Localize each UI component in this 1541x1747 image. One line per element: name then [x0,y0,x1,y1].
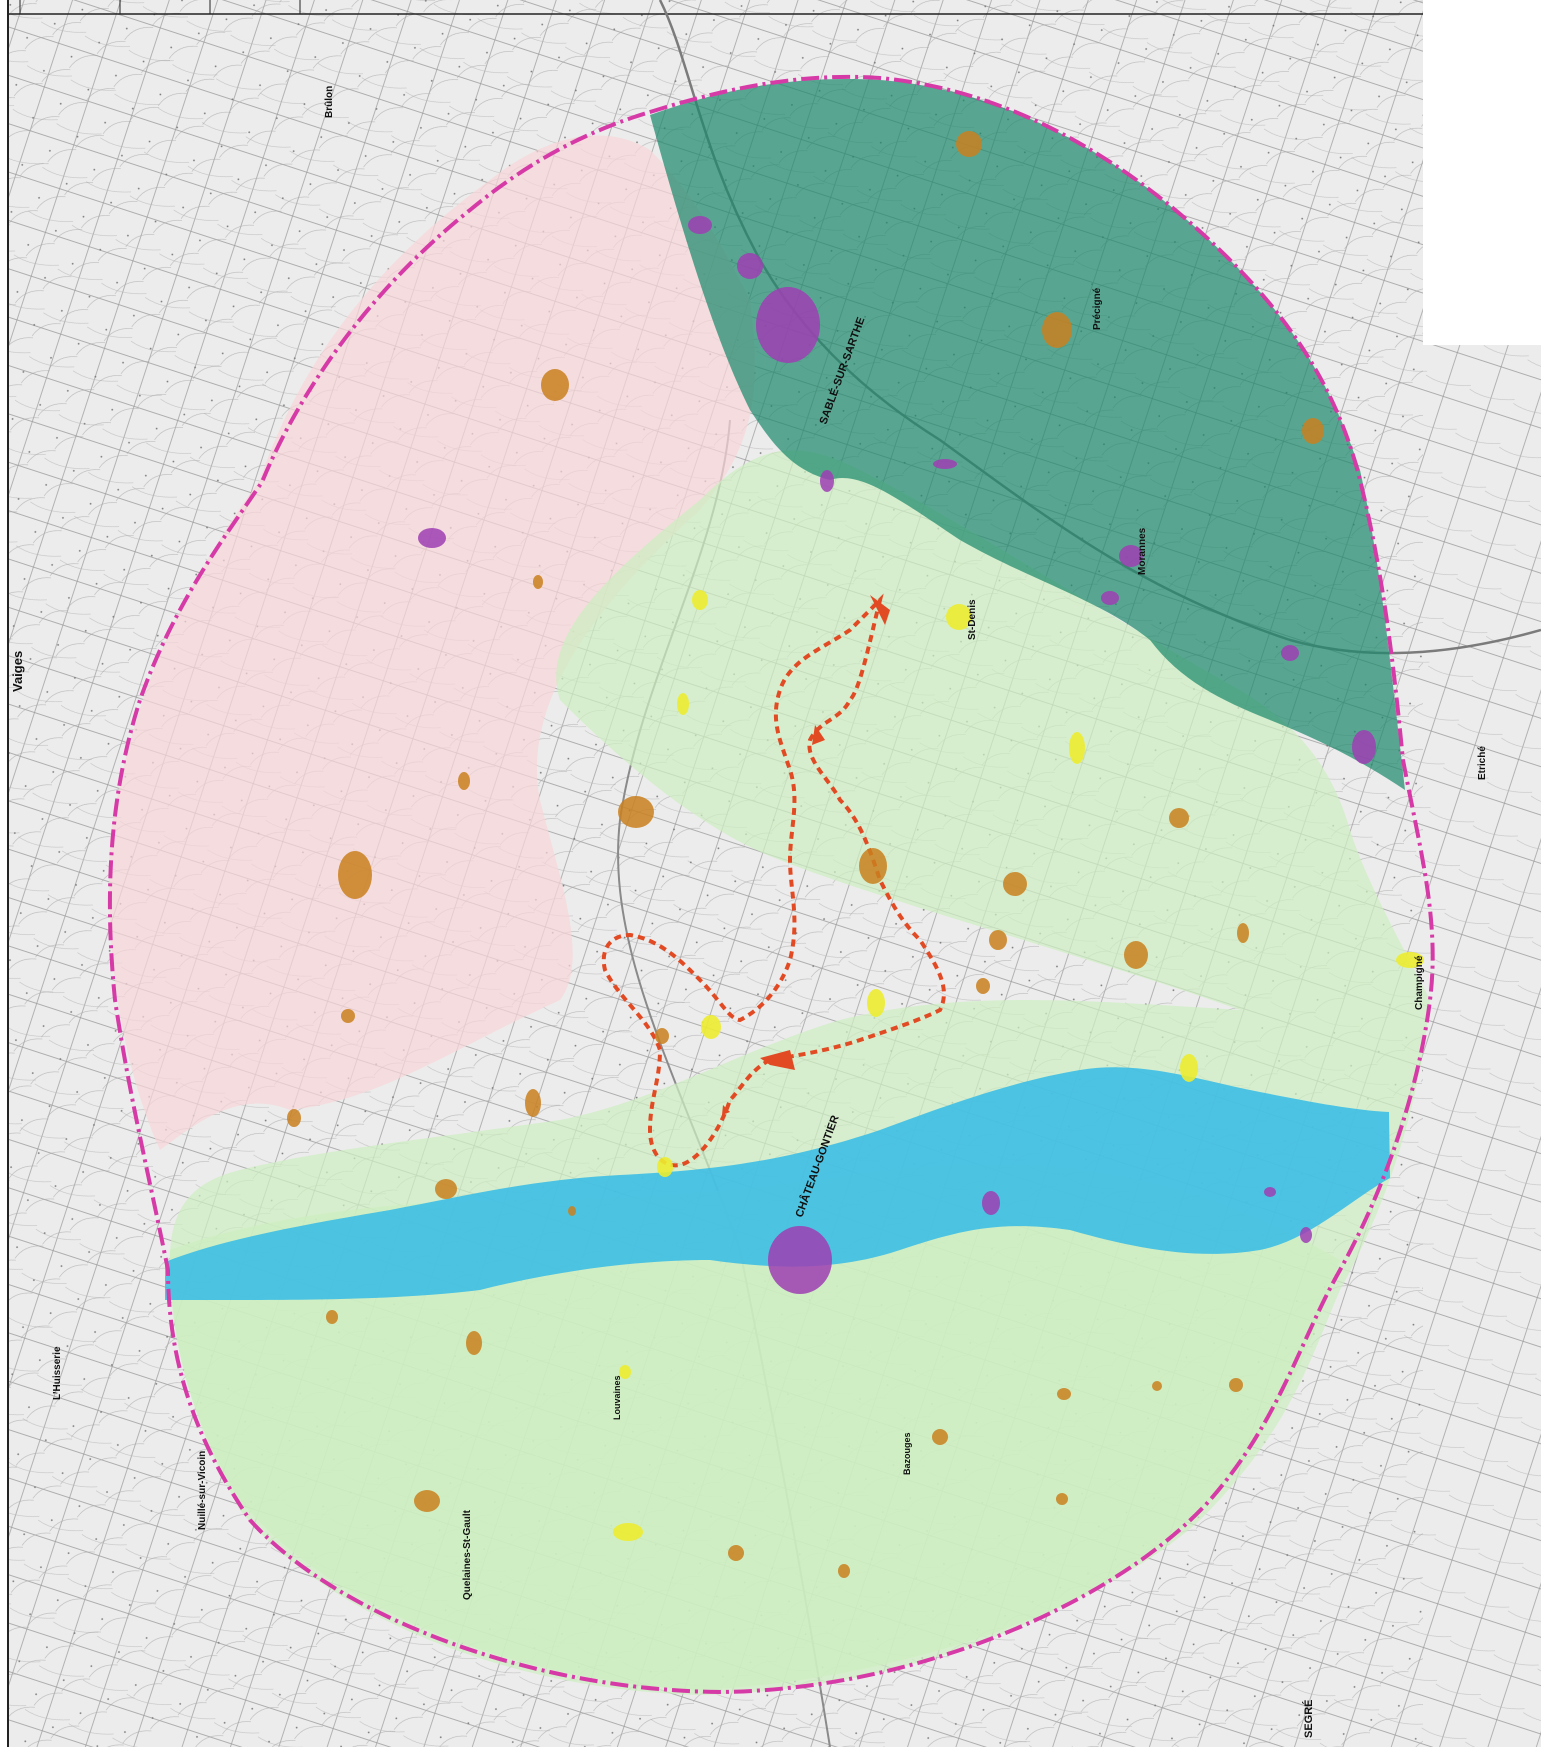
patch-orange [338,851,372,899]
patch-orange [956,131,982,157]
place-label-nuille: Nuillé-sur-Vicoin [197,1451,208,1530]
patch-orange [1042,312,1072,348]
patch-orange [525,1089,541,1117]
patch-orange [618,796,654,828]
patch-group-orange [287,131,1324,1578]
place-label-morannes: Morannes [1137,527,1148,575]
patch-purple [768,1226,832,1294]
patch-group-yellow [613,590,1424,1541]
place-label-brulon: Brûlon [324,86,335,118]
patch-orange [341,1009,355,1023]
patch-yellow [1069,732,1085,764]
patch-orange [414,1490,440,1512]
patch-purple [933,459,957,469]
patch-purple [820,470,834,492]
patch-yellow [613,1523,643,1541]
patch-yellow [1180,1054,1198,1082]
patch-orange [932,1429,948,1445]
patch-yellow [657,1157,673,1177]
place-label-bazouges: Bazouges [902,1432,912,1475]
patch-orange [1169,808,1189,828]
patch-orange [1124,941,1148,969]
place-label-segre: SEGRÉ [1302,1699,1315,1738]
map-top-ticks [19,0,301,14]
patch-purple [1281,645,1299,661]
patch-orange [1056,1493,1068,1505]
patch-purple [756,287,820,363]
patch-yellow [619,1365,631,1379]
place-label-louvaines: Louvaines [612,1375,622,1420]
patch-purple [737,253,763,279]
patch-purple [1300,1227,1312,1243]
project-feature [812,725,825,745]
patch-orange [976,978,990,994]
patch-purple [418,528,446,548]
project-site-outline [601,593,946,1168]
patch-orange [1237,923,1249,943]
patch-orange [655,1028,669,1044]
place-label-precigne: Précigné [1092,287,1103,330]
patch-purple [1264,1187,1276,1197]
topo-road-network-east [1423,345,1541,1747]
patch-group-purple [418,216,1376,1294]
patch-orange [568,1206,576,1216]
patch-orange [1152,1381,1162,1391]
patch-yellow [1396,952,1424,968]
patch-orange [466,1331,482,1355]
patch-orange [859,848,887,884]
project-feature [870,595,890,625]
patch-orange [1302,418,1324,444]
zone-dark-green [650,79,1405,790]
place-label-lhuisserie: L'Huisserie [52,1346,63,1400]
patch-purple [982,1191,1000,1215]
patch-purple [1101,591,1119,605]
patch-orange [838,1564,850,1578]
patch-yellow [677,693,689,715]
patch-orange [728,1545,744,1561]
patch-orange [435,1179,457,1199]
place-label-st-denis: St-Denis [967,599,978,640]
patch-orange [1229,1378,1243,1392]
patch-purple [1119,545,1143,567]
patch-purple [1352,730,1376,764]
patch-orange [989,930,1007,950]
study-area-boundary [107,74,1435,1695]
patch-yellow [946,604,972,630]
patch-orange [1003,872,1027,896]
zone-blue-river-corridor [165,1067,1390,1300]
patch-orange [458,772,470,790]
patch-orange [287,1109,301,1127]
patch-orange [326,1310,338,1324]
patch-orange [533,575,543,589]
zone-light-green-south [169,1164,1341,1695]
project-feature [760,1050,795,1070]
project-feature [722,1105,730,1115]
place-label-vaiges: Vaiges [10,651,25,692]
patch-orange [1057,1388,1071,1400]
patch-yellow [867,989,885,1017]
patch-orange [541,369,569,401]
place-label-champigne: Champigné [1414,955,1425,1010]
place-label-quelaines: Quelaines-St-Gault [462,1509,473,1600]
patch-yellow [701,1015,721,1039]
zone-pink [109,135,755,1151]
place-label-etriche: Etriché [1477,746,1488,780]
blank-corner [1423,0,1541,345]
patch-purple [688,216,712,234]
patch-yellow [692,590,708,610]
